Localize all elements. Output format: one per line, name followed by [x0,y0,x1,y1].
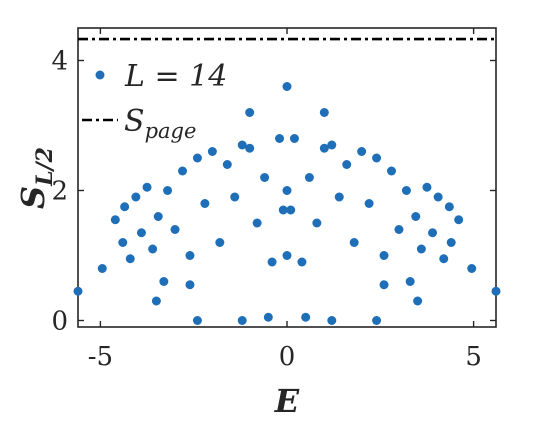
data-point [379,280,389,290]
data-point [151,296,161,306]
data-point [454,215,464,225]
data-point [379,251,389,260]
data-point [118,238,128,247]
data-point [185,251,195,260]
data-point [237,316,247,325]
data-point [245,108,255,117]
axis-ticks: -5 0 5 0 2 4 [51,28,496,372]
legend-line-label-main: S [124,104,145,139]
svg-text:SL/2: SL/2 [14,147,58,209]
y-tick-label: 4 [51,47,68,77]
legend-scatter-marker [95,70,105,80]
data-point [263,312,273,322]
legend-line-label: Spage [124,104,196,143]
data-point [73,286,83,296]
data-point [245,143,255,153]
data-point [304,173,314,182]
data-point [170,225,180,234]
data-point [467,264,477,273]
data-point [222,160,232,169]
data-point [286,205,296,215]
y-axis-title-main: S [14,186,52,209]
y-tick-label: 0 [51,307,68,337]
data-point [342,160,352,169]
data-point [357,147,367,156]
data-point [237,140,247,150]
data-point [207,147,217,156]
data-point [394,225,404,234]
x-tick-label: 5 [465,342,482,372]
data-point [401,186,411,195]
data-point [230,192,240,202]
data-points [73,82,501,325]
data-point [148,244,158,254]
data-point [267,257,277,267]
data-point [153,212,163,221]
data-point [289,134,299,143]
data-point [185,280,195,290]
data-point [364,199,374,208]
data-point [422,182,432,192]
data-point [327,140,337,150]
data-point [372,153,382,163]
data-point [282,186,292,195]
data-point [260,173,270,182]
data-point [334,192,344,202]
data-point [433,192,443,202]
data-point [416,244,426,254]
x-tick-label: -5 [88,342,113,372]
data-point [110,215,120,225]
data-point [387,166,396,176]
data-point [312,218,322,228]
data-point [97,264,107,273]
legend: L = 14 Spage [82,59,227,143]
data-point [405,277,415,286]
data-point [446,238,456,247]
data-point [131,192,141,202]
data-point [411,212,421,221]
data-point [282,82,292,91]
data-point [125,254,135,264]
data-point [327,316,337,325]
data-point [200,199,210,208]
data-point [301,312,311,322]
data-point [142,182,152,192]
data-point [319,143,329,153]
data-point [275,134,285,143]
data-point [282,251,292,260]
data-point [136,228,146,238]
legend-scatter-label: L = 14 [124,59,227,94]
data-point [252,218,262,228]
data-point [319,108,329,117]
legend-line-label-sub: page [145,119,197,143]
data-point [491,286,501,296]
data-point [372,316,382,325]
data-point [192,316,202,325]
data-point [428,228,438,238]
data-point [413,296,423,306]
y-axis-title-subscript: L/2 [32,147,58,187]
data-point [215,238,225,247]
x-axis-title: E [274,382,300,420]
data-point [192,153,202,163]
data-point [278,205,288,215]
y-axis-title: SL/2 [14,147,58,209]
data-point [297,257,307,267]
data-point [120,202,130,212]
data-point [159,277,169,286]
data-point [349,238,359,247]
data-point [163,186,173,195]
y-tick-label: 2 [51,177,68,207]
data-point [439,254,449,264]
data-point [444,202,454,212]
x-tick-label: 0 [279,342,296,372]
data-point [178,166,187,176]
